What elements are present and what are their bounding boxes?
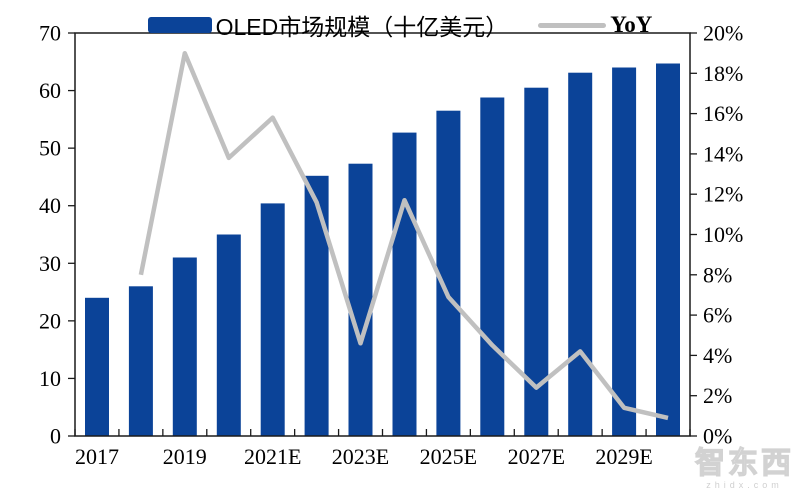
bar-2026E — [480, 97, 505, 436]
bar-2029E — [612, 67, 637, 436]
bar-2020 — [216, 234, 241, 436]
x-axis-label-2019: 2019 — [163, 444, 207, 469]
x-axis-label-2021E: 2021E — [244, 444, 301, 469]
bar-2021E — [260, 203, 285, 436]
right-axis-label-10%: 10% — [703, 222, 743, 247]
x-axis-label-2017: 2017 — [75, 444, 119, 469]
left-axis-label-30: 30 — [39, 251, 61, 276]
bar-2023E — [348, 163, 373, 436]
bar-2028E — [568, 72, 593, 436]
x-axis-label-2025E: 2025E — [420, 444, 477, 469]
x-axis-label-2023E: 2023E — [332, 444, 389, 469]
line-series-label: YoY — [610, 12, 653, 37]
right-axis-label-8%: 8% — [703, 262, 732, 287]
bar-2025E — [436, 110, 461, 436]
right-axis-label-12%: 12% — [703, 182, 743, 207]
left-axis-label-50: 50 — [39, 136, 61, 161]
legend-item-bar-series: OLED市场规模（十亿美元） — [147, 8, 509, 42]
bar-2018 — [128, 286, 153, 436]
legend-item-line-series: YoY — [538, 12, 652, 38]
left-axis-label-70: 70 — [39, 21, 61, 46]
yoy-line — [138, 50, 669, 421]
bar-series-label: OLED市场规模（十亿美元） — [215, 14, 509, 40]
bar-2017 — [85, 297, 109, 436]
bar-2024E — [392, 132, 417, 436]
right-axis-label-6%: 6% — [703, 303, 732, 328]
left-axis-label-0: 0 — [50, 424, 61, 449]
right-axis-label-0%: 0% — [703, 424, 732, 449]
line-series-swatch — [538, 22, 607, 28]
bar-2019 — [172, 257, 197, 436]
right-axis-label-2%: 2% — [703, 383, 732, 408]
right-axis-label-4%: 4% — [703, 343, 732, 368]
left-axis-label-20: 20 — [39, 308, 61, 333]
right-axis-label-20%: 20% — [703, 21, 743, 46]
left-axis-label-40: 40 — [39, 193, 61, 218]
bar-2030E — [656, 63, 680, 436]
left-axis-label-60: 60 — [39, 78, 61, 103]
left-axis-label-10: 10 — [39, 366, 61, 391]
right-axis-label-14%: 14% — [703, 141, 743, 166]
right-axis-label-16%: 16% — [703, 101, 743, 126]
x-axis-label-2029E: 2029E — [595, 444, 652, 469]
x-axis-label-2027E: 2027E — [508, 444, 565, 469]
bar-2022E — [304, 175, 329, 437]
legend: OLED市场规模（十亿美元） YoY — [0, 8, 800, 42]
bar-2027E — [524, 87, 549, 436]
bar-series-swatch — [147, 17, 212, 33]
right-axis-label-18%: 18% — [703, 61, 743, 86]
